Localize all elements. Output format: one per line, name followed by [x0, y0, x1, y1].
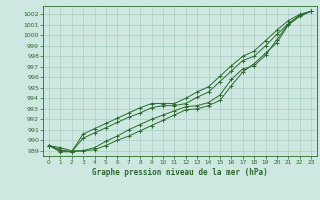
X-axis label: Graphe pression niveau de la mer (hPa): Graphe pression niveau de la mer (hPa)	[92, 168, 268, 177]
